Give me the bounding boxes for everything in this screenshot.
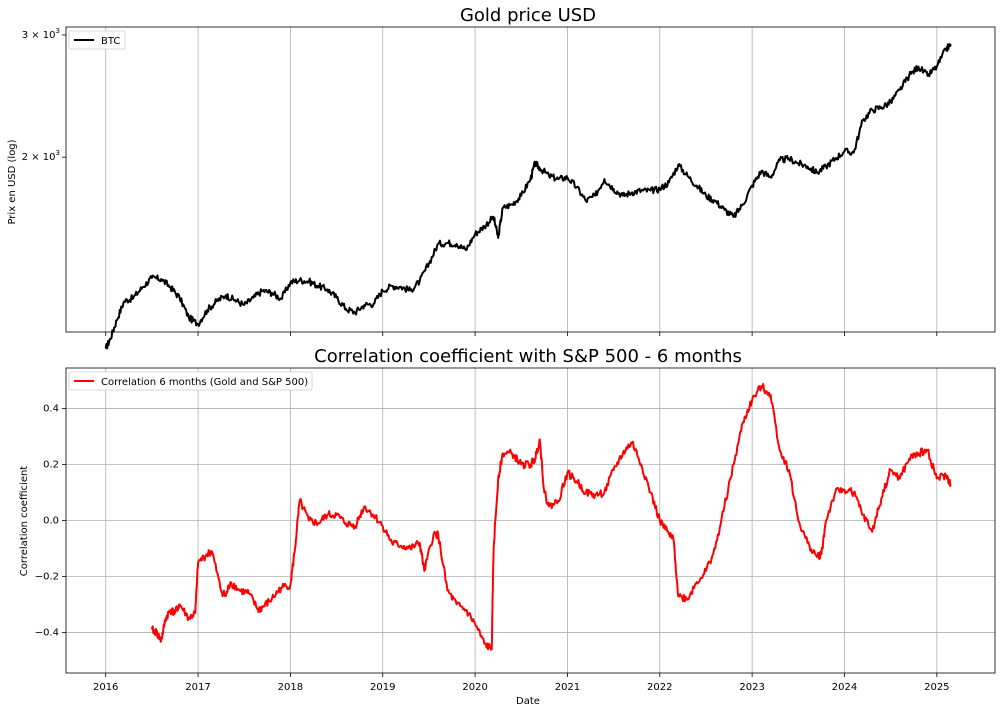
correlation-panel: Correlation coefficient with S&P 500 - 6…	[19, 346, 996, 707]
correlation-xtick-2020: 2020	[462, 682, 487, 693]
correlation-xlabel: Date	[516, 696, 540, 707]
gold-price-ytick-2000: 2 × 103	[22, 149, 60, 163]
correlation-legend-label: Correlation 6 months (Gold and S&P 500)	[101, 377, 308, 388]
correlation-xtick-2025: 2025	[924, 682, 949, 693]
gold-price-legend: BTC	[68, 30, 126, 50]
gold-price-ytick-2000-exp: 3	[56, 149, 60, 157]
correlation-ytick-1: −0.2	[35, 571, 59, 582]
gold-price-series	[104, 43, 952, 350]
correlation-xtick-2024: 2024	[832, 682, 857, 693]
correlation-xtick-2018: 2018	[278, 682, 303, 693]
correlation-xtick-2019: 2019	[370, 682, 395, 693]
correlation-series	[150, 383, 952, 651]
correlation-ytick-0: −0.4	[35, 627, 59, 638]
correlation-xtick-2017: 2017	[185, 682, 210, 693]
correlation-xticks: 2016 2017 2018 2019 2020 2021 2022 2023 2024 2025	[93, 673, 950, 693]
gold-price-title: Gold price USD	[460, 5, 596, 26]
gold-price-ytick-3000-base: 3 × 10	[22, 30, 56, 41]
gold-price-panel: Gold price USD Prix en USD (log) 2 × 103…	[7, 5, 996, 350]
gold-price-yticks: 2 × 103 3 × 103	[22, 27, 66, 163]
gold-price-legend-box	[68, 30, 126, 50]
gold-price-ytick-2000-base: 2 × 10	[22, 152, 56, 163]
correlation-legend-box	[68, 371, 313, 391]
gold-price-ytick-3000-exp: 3	[56, 27, 60, 35]
gold-price-line	[104, 43, 952, 350]
correlation-ylabel: Correlation coefficient	[19, 466, 30, 577]
correlation-title: Correlation coefficient with S&P 500 - 6…	[314, 346, 742, 367]
gold-price-ytick-3000: 3 × 103	[22, 27, 60, 41]
correlation-xtick-2022: 2022	[647, 682, 672, 693]
correlation-line	[150, 383, 952, 651]
gold-price-legend-label: BTC	[101, 36, 120, 47]
correlation-legend: Correlation 6 months (Gold and S&P 500)	[68, 371, 313, 391]
correlation-xtick-2023: 2023	[739, 682, 764, 693]
correlation-yticks: −0.4 −0.2 0.0 0.2 0.4	[35, 404, 66, 638]
correlation-xtick-2016: 2016	[93, 682, 118, 693]
correlation-xtick-2021: 2021	[555, 682, 580, 693]
correlation-ytick-4: 0.4	[43, 404, 59, 415]
gold-price-gridlines	[105, 27, 938, 332]
correlation-ytick-3: 0.2	[43, 460, 59, 471]
correlation-ytick-2: 0.0	[43, 516, 59, 527]
gold-price-xticks	[105, 332, 938, 336]
correlation-gridlines	[66, 368, 995, 673]
gold-price-ylabel: Prix en USD (log)	[7, 139, 18, 224]
gold-price-plot-frame	[65, 26, 996, 333]
